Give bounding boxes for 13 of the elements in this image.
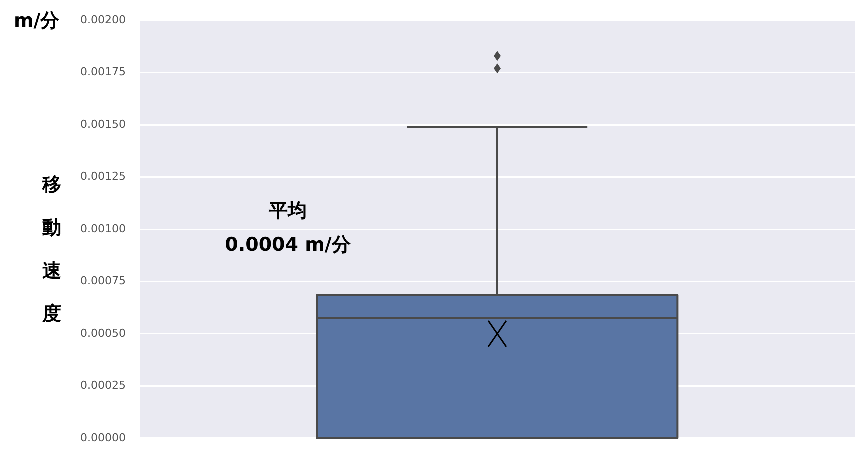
y-tick-label: 0.00100 [80, 222, 126, 236]
y-tick-label: 0.00150 [80, 118, 126, 131]
y-axis-title: 移動速度 [42, 174, 62, 325]
text: m/分 [14, 10, 61, 32]
y-tick-label: 0.00125 [80, 170, 126, 184]
y-tick-label: 0.00050 [80, 326, 126, 340]
y-tick-label: 0.00200 [80, 13, 126, 26]
annotation: 0.0004 m/分 [225, 234, 352, 256]
y-tick-label: 0.00075 [80, 274, 126, 288]
annotation: 平均 [268, 200, 307, 222]
y-tick-label: 0.00025 [80, 379, 126, 392]
y-tick-label: 0.00175 [80, 66, 126, 79]
y-tick-label: 0.00000 [80, 431, 126, 444]
